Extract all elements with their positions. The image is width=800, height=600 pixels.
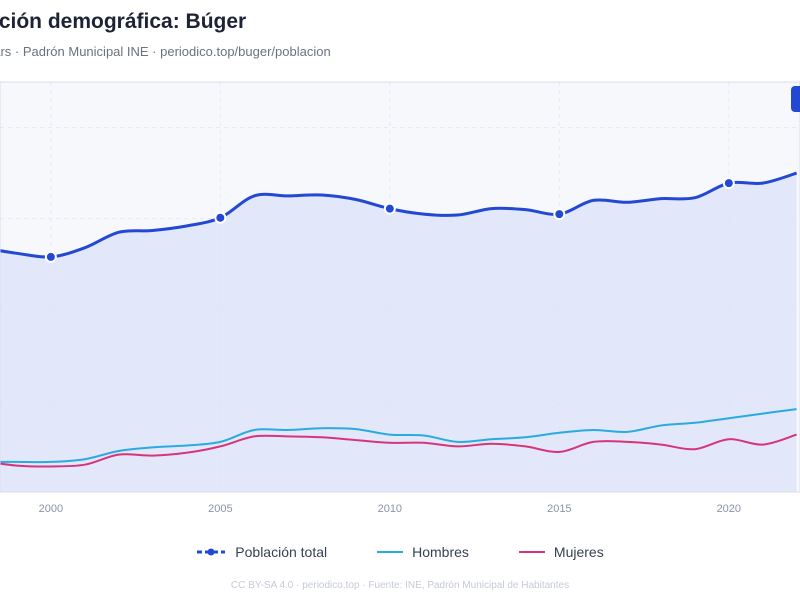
footer-credit: CC BY-SA 4.0 · periodico.top · Fuente: I… [230,580,570,591]
data-point-total[interactable] [722,177,735,190]
data-point-total[interactable] [383,202,396,215]
legend-label-mujeres: Mujeres [553,544,604,560]
data-point-total[interactable] [553,208,566,221]
series-line-hombres [0,408,797,464]
series-line-mujeres [0,433,797,468]
legend-swatch-mujeres [518,551,545,553]
x-tick-label: 2015 [547,503,571,515]
x-tick-label: 2010 [378,503,402,515]
legend-item-hombres[interactable]: Hombres [377,544,469,560]
x-tick-label: 2000 [39,503,63,515]
x-tick-label: 2005 [208,503,232,515]
x-tick-label: 2020 [717,503,741,515]
legend-label-hombres: Hombres [412,544,469,560]
marker-layer [44,177,735,263]
total-area-fill [0,173,797,492]
chart-subtitle: ears · Padrón Municipal INE · periodico.… [0,44,331,59]
legend-label-total: Población total [235,544,328,560]
plot-frame [0,81,800,493]
data-point-total[interactable] [44,250,57,263]
legend-swatch-hombres [377,551,404,553]
data-point-total[interactable] [214,211,227,224]
legend-item-total[interactable]: Población total [196,544,327,560]
legend-item-mujeres[interactable]: Mujeres [518,544,604,560]
chart-title: ución demográfica: Búger [0,10,247,33]
chart-menu-button[interactable] [791,86,800,112]
legend: Población total Hombres Mujeres [0,544,800,560]
tick-layer: 2000 2005 2010 2015 2020 [39,503,741,515]
legend-swatch-total [197,548,226,556]
